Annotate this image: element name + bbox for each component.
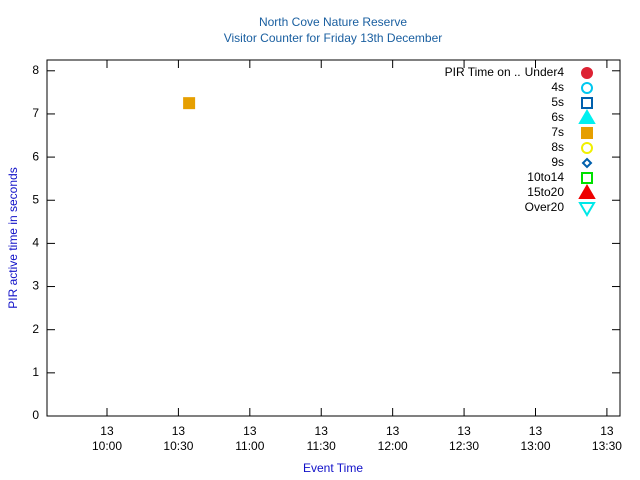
y-tick-label: 3 <box>32 279 39 293</box>
x-tick-label: 13 11:00 <box>235 424 264 453</box>
legend-marker <box>581 157 593 169</box>
legend-label: 7s <box>551 125 564 139</box>
legend-label: 15to20 <box>527 185 564 199</box>
y-tick-label: 7 <box>32 106 39 120</box>
legend-marker <box>578 202 596 217</box>
legend-label: 9s <box>551 155 564 169</box>
y-tick-label: 5 <box>32 192 39 206</box>
chart-subtitle: Visitor Counter for Friday 13th December <box>224 31 443 45</box>
legend-marker <box>581 142 593 154</box>
chart-title: North Cove Nature Reserve <box>259 15 407 29</box>
legend-marker <box>581 82 593 94</box>
legend-label: Under4 <box>525 65 565 79</box>
legend-label: 8s <box>551 140 564 154</box>
x-tick-label: 13 10:30 <box>163 424 193 453</box>
y-tick-label: 2 <box>32 322 39 336</box>
legend-label: 6s <box>551 110 564 124</box>
legend-marker <box>578 109 596 124</box>
y-tick-label: 6 <box>32 149 39 163</box>
legend-marker <box>578 184 596 199</box>
legend-marker <box>581 67 593 79</box>
y-axis-label: PIR active time in seconds <box>6 167 20 308</box>
legend-label: 4s <box>551 80 564 94</box>
y-tick-label: 8 <box>32 63 39 77</box>
x-tick-label: 13 13:00 <box>520 424 550 453</box>
y-tick-label: 0 <box>32 408 39 422</box>
y-tick-label: 1 <box>32 365 39 379</box>
x-tick-label: 13 13:30 <box>592 424 622 453</box>
legend-marker <box>581 127 593 139</box>
legend-label: Over20 <box>525 200 565 214</box>
x-tick-label: 13 12:30 <box>449 424 479 453</box>
x-tick-label: 13 11:30 <box>307 424 336 453</box>
x-axis-label: Event Time <box>303 461 363 475</box>
point <box>183 97 196 110</box>
legend-marker <box>581 172 593 184</box>
legend-title: PIR Time on .. <box>445 65 521 79</box>
legend-label: 10to14 <box>527 170 564 184</box>
x-tick-label: 13 10:00 <box>92 424 122 453</box>
legend-marker <box>581 97 593 109</box>
legend-label: 5s <box>551 95 564 109</box>
x-tick-label: 13 12:00 <box>378 424 408 453</box>
plot-frame <box>46 59 621 417</box>
y-tick-label: 4 <box>32 236 39 250</box>
